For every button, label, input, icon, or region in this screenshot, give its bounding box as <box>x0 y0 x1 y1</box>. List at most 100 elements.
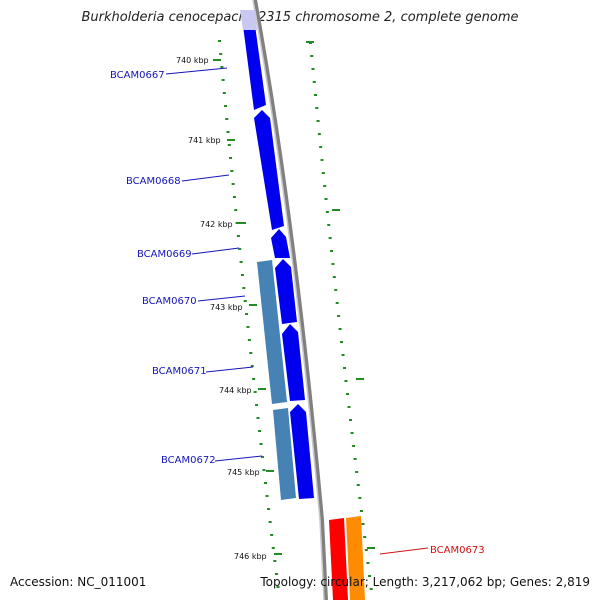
gene-block-bcam0671-reverse[interactable] <box>257 260 287 404</box>
tick-label: 746 kbp <box>234 552 267 561</box>
gc-dot <box>258 430 262 432</box>
gc-dot <box>222 92 226 94</box>
gc-dot <box>270 534 274 536</box>
gc-dot <box>259 443 263 445</box>
gc-dot <box>328 237 332 239</box>
gene-arrow-bcam0668[interactable] <box>254 110 284 230</box>
gc-dot <box>253 391 257 393</box>
gc-dot <box>276 586 280 588</box>
gc-dot <box>265 495 269 497</box>
gc-dot <box>315 107 319 109</box>
gene-label-bcam0668[interactable]: BCAM0668 <box>126 176 181 187</box>
gc-dot <box>349 419 353 421</box>
gc-dot <box>356 484 360 486</box>
gc-dot <box>325 211 329 213</box>
gc-dot <box>353 458 357 460</box>
gc-dot <box>234 209 238 211</box>
gene-label-bcam0673[interactable]: BCAM0673 <box>430 545 485 556</box>
gene-arrow-bcam0669[interactable] <box>271 229 290 258</box>
gc-dot <box>320 159 324 161</box>
gc-dot <box>355 471 359 473</box>
gc-dot <box>342 367 346 369</box>
tick-label: 743 kbp <box>210 303 243 312</box>
gc-dot <box>249 352 253 354</box>
topology-label: Topology: circular; Length: 3,217,062 bp… <box>260 575 590 589</box>
gc-dot <box>368 575 372 577</box>
gc-dot <box>267 508 271 510</box>
gc-dot <box>218 40 221 42</box>
gc-dot <box>323 185 327 187</box>
gc-dot <box>366 562 370 564</box>
gc-dot <box>316 120 320 122</box>
gc-dot <box>344 380 348 382</box>
gc-dot <box>273 560 277 562</box>
accession-label: Accession: NC_011001 <box>10 575 147 589</box>
gene-label-group: BCAM0667 BCAM0668 BCAM0669 BCAM0670 BCAM… <box>110 67 485 556</box>
tick-group: 740 kbp 741 kbp 742 kbp 743 kbp 744 kbp … <box>176 56 282 561</box>
gc-dot <box>321 172 325 174</box>
gc-dot <box>229 157 233 159</box>
tick-label: 740 kbp <box>176 56 209 65</box>
tick-label: 744 kbp <box>219 386 252 395</box>
gene-label-bcam0667[interactable]: BCAM0667 <box>110 70 165 81</box>
gc-dot <box>236 235 240 237</box>
gc-dot <box>262 469 266 471</box>
gene-label-bcam0672[interactable]: BCAM0672 <box>161 455 216 466</box>
gc-dot <box>312 81 316 83</box>
gc-dot <box>341 354 345 356</box>
gc-dot <box>230 170 234 172</box>
gc-dot <box>268 521 272 523</box>
gc-dot <box>252 378 256 380</box>
gene-label-bcam0669[interactable]: BCAM0669 <box>137 249 192 260</box>
gc-dot <box>332 276 336 278</box>
gc-dot <box>232 196 236 198</box>
chromosome-backbone <box>253 0 328 600</box>
gc-dot <box>245 313 249 315</box>
rrna-block[interactable] <box>329 518 348 600</box>
tick-label: 742 kbp <box>200 220 233 229</box>
gc-content-track-left <box>218 40 280 588</box>
gc-dot <box>337 315 341 317</box>
gc-dot <box>225 118 229 120</box>
tick-label: 745 kbp <box>227 468 260 477</box>
gc-dot <box>324 198 328 200</box>
gc-dot <box>274 573 278 575</box>
gene-arrow-bcam0670[interactable] <box>275 259 297 324</box>
gc-dot <box>369 588 373 590</box>
chromosome-backbone-highlight <box>252 0 325 600</box>
gc-dot <box>331 263 335 265</box>
gene-block-bcam0672-reverse[interactable] <box>273 408 296 500</box>
gc-dot <box>221 79 225 81</box>
gc-dot <box>226 131 230 133</box>
gc-dot <box>219 53 223 55</box>
gc-dot <box>347 406 351 408</box>
gene-arrow-bcam0672[interactable] <box>290 404 314 499</box>
gene-arrow-bcam0667[interactable] <box>242 18 266 110</box>
gc-dot <box>240 274 244 276</box>
map-title: Burkholderia cenocepacia J2315 chromosom… <box>81 10 519 25</box>
gc-dot <box>243 300 247 302</box>
gc-dot <box>350 432 354 434</box>
gc-dot <box>359 510 363 512</box>
gc-dot <box>264 482 268 484</box>
gc-dot <box>317 133 321 135</box>
gene-label-bcam0671[interactable]: BCAM0671 <box>152 366 207 377</box>
gc-dot <box>239 261 243 263</box>
gc-dot <box>338 328 342 330</box>
gc-dot <box>231 183 235 185</box>
gc-dot <box>238 248 242 250</box>
gc-dot <box>260 456 264 458</box>
gc-dot <box>255 404 259 406</box>
gc-dot <box>256 417 260 419</box>
tick-label: 741 kbp <box>188 136 221 145</box>
gc-dot <box>246 326 250 328</box>
gc-dot <box>363 536 367 538</box>
gene-arrow-bcam0671[interactable] <box>282 324 305 401</box>
gc-content-track-right <box>309 42 373 590</box>
gc-dot <box>271 547 275 549</box>
gc-dot <box>340 341 344 343</box>
gc-dot <box>361 523 365 525</box>
gene-label-bcam0670[interactable]: BCAM0670 <box>142 296 197 307</box>
gc-dot <box>235 222 239 224</box>
trna-block[interactable] <box>346 516 365 600</box>
